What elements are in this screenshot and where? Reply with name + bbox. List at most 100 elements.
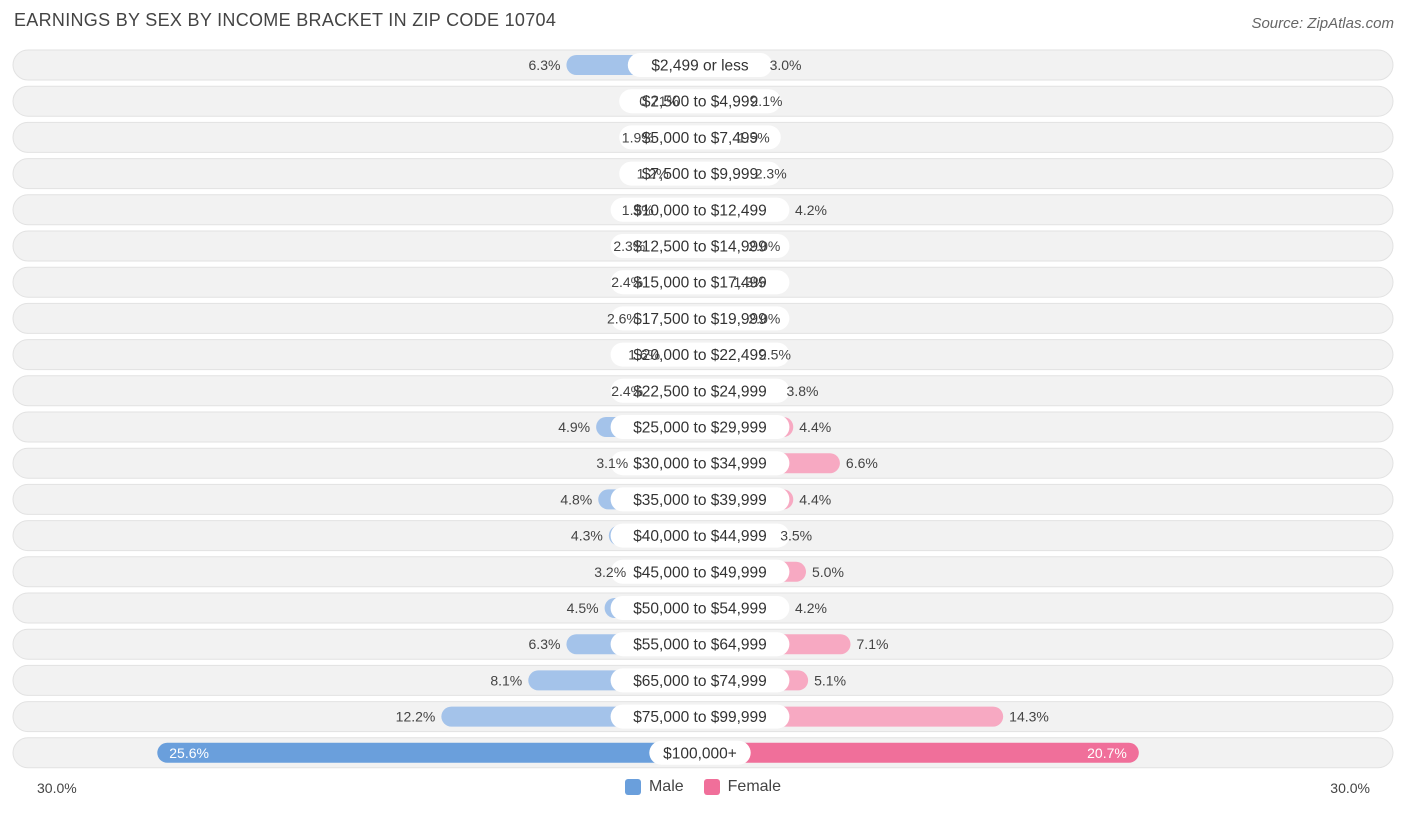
category-label: $10,000 to $12,499 <box>633 202 767 219</box>
chart-row: $40,000 to $44,999 4.3% 3.5% <box>12 520 1394 552</box>
male-value-label: 1.2% <box>637 166 669 182</box>
chart-row: $2,499 or less 6.3% 3.0% <box>12 49 1394 81</box>
legend-item-female: Female <box>703 778 781 796</box>
category-pill <box>627 53 773 77</box>
category-pill <box>610 270 790 295</box>
diverging-bar-chart: $2,499 or less 6.3% 3.0% $2,500 to $4,9990.… <box>12 49 1394 769</box>
female-value-label: 1.3% <box>734 274 766 290</box>
chart-row: $75,000 to $99,999 12.2% 14.3% <box>12 701 1394 733</box>
category-label: $5,000 to $7,499 <box>642 130 758 147</box>
male-value-label: 0.71% <box>639 93 679 109</box>
female-value-label: 3.8% <box>787 383 819 399</box>
category-pill <box>619 161 781 186</box>
female-value-label: 5.1% <box>814 672 846 688</box>
category-label: $75,000 to $99,999 <box>633 709 767 726</box>
category-pill <box>610 342 790 367</box>
category-label: $45,000 to $49,999 <box>633 564 767 581</box>
female-value-label: 20.7% <box>1087 745 1127 761</box>
category-pill <box>610 415 790 439</box>
x-axis-right-label: 30.0% <box>1330 780 1370 796</box>
source-credit: Source: ZipAtlas.com <box>1251 15 1394 32</box>
female-value-label: 14.3% <box>1009 709 1049 725</box>
category-label: $25,000 to $29,999 <box>633 420 767 437</box>
male-value-label: 8.1% <box>490 672 522 688</box>
male-value-label: 25.6% <box>169 745 209 761</box>
chart-row: $45,000 to $49,999 3.2% 5.0% <box>12 556 1394 588</box>
category-label: $55,000 to $64,999 <box>633 637 767 654</box>
male-bar <box>157 742 700 763</box>
female-value-label: 7.1% <box>857 636 889 652</box>
category-label: $35,000 to $39,999 <box>633 492 767 509</box>
male-value-label: 6.3% <box>529 636 561 652</box>
female-value-label: 4.2% <box>795 600 827 616</box>
female-value-label: 2.3% <box>755 166 787 182</box>
category-pill <box>610 559 790 584</box>
legend: Male Female <box>0 778 1406 796</box>
female-value-label: 3.5% <box>780 528 812 544</box>
female-value-label: 2.1% <box>751 93 783 109</box>
category-label: $17,500 to $19,999 <box>633 311 767 328</box>
category-pill <box>619 125 781 150</box>
category-pill <box>610 234 790 258</box>
male-value-label: 2.4% <box>611 383 643 399</box>
category-label: $50,000 to $54,999 <box>633 601 767 618</box>
category-label: $2,500 to $4,999 <box>642 94 758 111</box>
female-value-label: 2.0% <box>748 310 780 326</box>
chart-row: $55,000 to $64,999 6.3% 7.1% <box>12 628 1394 660</box>
female-value-label: 4.4% <box>799 491 831 507</box>
category-label: $40,000 to $44,999 <box>633 528 767 545</box>
category-pill <box>610 197 790 222</box>
chart-row: $100,000+ 25.6% 20.7% <box>12 737 1394 769</box>
female-swatch-icon <box>703 779 720 795</box>
female-value-label: 4.2% <box>795 202 827 218</box>
legend-item-male: Male <box>624 778 684 796</box>
category-pill <box>610 704 790 729</box>
female-value-label: 3.0% <box>770 57 802 73</box>
category-label: $65,000 to $74,999 <box>633 673 767 690</box>
category-label: $15,000 to $17,499 <box>633 275 767 292</box>
category-pill <box>610 487 790 512</box>
male-value-label: 4.9% <box>558 419 590 435</box>
male-value-label: 1.9% <box>622 202 654 218</box>
female-bar <box>700 742 1139 763</box>
category-pill <box>610 306 790 331</box>
male-value-label: 1.6% <box>628 347 660 363</box>
category-label: $12,500 to $14,999 <box>633 239 767 256</box>
category-pill <box>610 451 790 476</box>
category-label: $2,499 or less <box>651 58 749 75</box>
female-value-label: 1.5% <box>738 129 770 145</box>
male-value-label: 4.8% <box>560 491 592 507</box>
legend-male-label: Male <box>648 778 684 795</box>
category-pill <box>610 668 790 693</box>
category-label: $22,500 to $24,999 <box>633 383 767 400</box>
male-value-label: 2.4% <box>611 274 643 290</box>
chart-row: $25,000 to $29,999 4.9% 4.4% <box>12 411 1394 443</box>
female-value-label: 2.5% <box>759 347 791 363</box>
male-value-label: 2.3% <box>613 238 645 254</box>
male-value-label: 1.9% <box>622 129 654 145</box>
female-value-label: 2.0% <box>748 238 780 254</box>
chart-row: $50,000 to $54,999 4.5% 4.2% <box>12 592 1394 624</box>
female-value-label: 6.6% <box>846 455 878 471</box>
male-value-label: 2.6% <box>607 310 639 326</box>
male-swatch-icon <box>624 779 641 795</box>
chart-row: $30,000 to $34,999 3.1% 6.6% <box>12 447 1394 479</box>
male-value-label: 12.2% <box>396 709 436 725</box>
category-label: $100,000+ <box>663 745 737 762</box>
category-pill <box>610 596 790 620</box>
chart-title: EARNINGS BY SEX BY INCOME BRACKET IN ZIP… <box>14 10 557 30</box>
male-value-label: 3.1% <box>596 455 628 471</box>
category-pill <box>649 740 751 765</box>
chart-row: $35,000 to $39,999 4.8% 4.4% <box>12 483 1394 515</box>
category-pill <box>610 632 790 657</box>
male-value-label: 3.2% <box>594 564 626 580</box>
chart-row: $65,000 to $74,999 8.1% 5.1% <box>12 664 1394 696</box>
